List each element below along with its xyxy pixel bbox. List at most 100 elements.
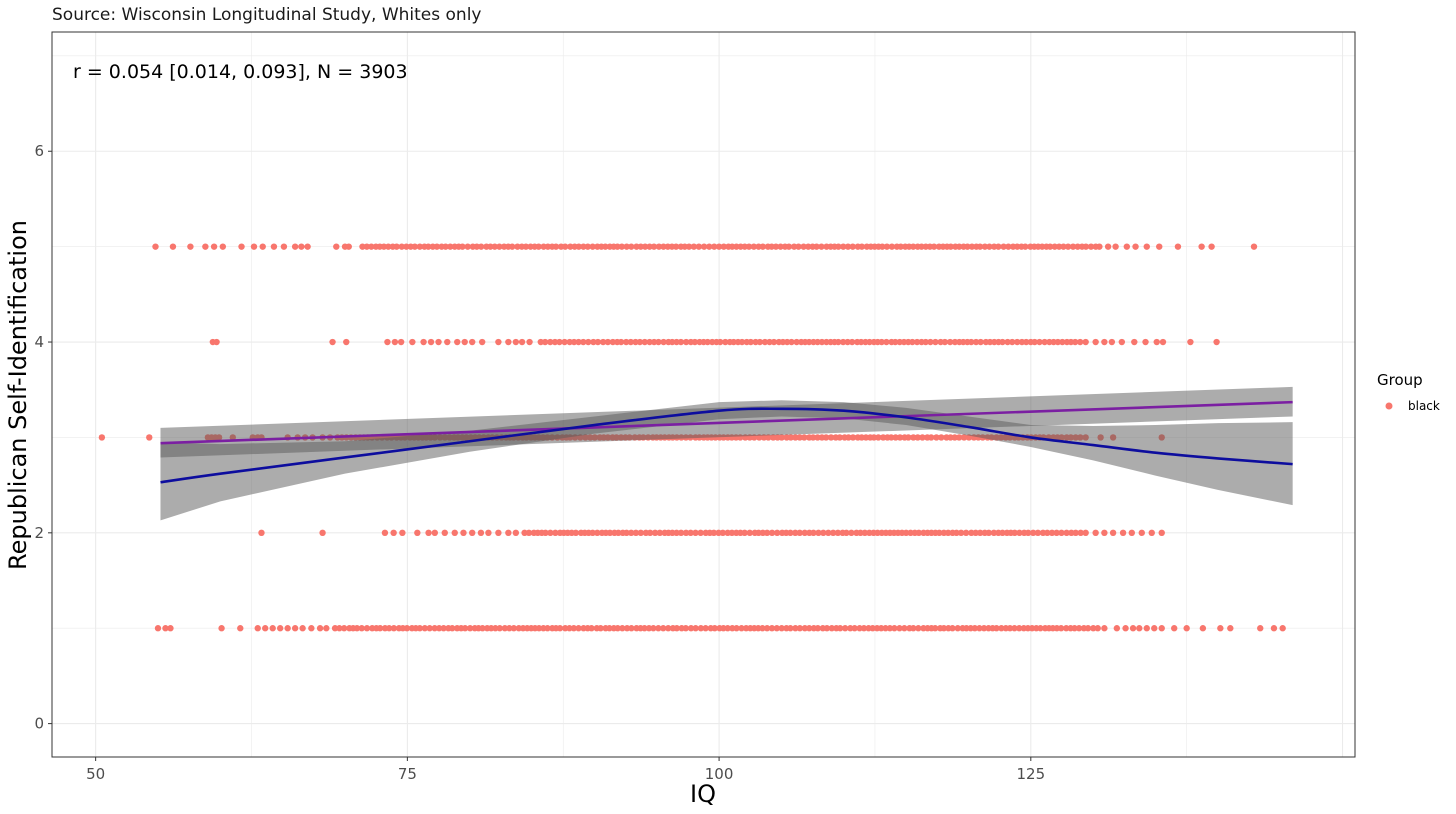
data-point: [1183, 625, 1190, 632]
fit-lines: [160, 400, 1293, 484]
data-point: [594, 529, 601, 537]
data-point: [773, 625, 781, 632]
data-point: [976, 243, 984, 250]
data-point: [848, 338, 856, 346]
data-point: [711, 243, 718, 250]
data-point: [883, 243, 891, 250]
data-point: [1092, 338, 1099, 346]
data-point: [672, 243, 680, 250]
data-point: [646, 529, 654, 537]
data-point: [773, 529, 781, 537]
data-point: [1082, 338, 1089, 346]
data-point: [466, 625, 474, 632]
data-point: [1084, 625, 1092, 632]
plot-border: [51, 31, 1356, 758]
data-point: [962, 529, 970, 537]
data-point: [237, 625, 244, 632]
data-point: [695, 243, 703, 250]
data-point: [1158, 625, 1165, 632]
data-point: [915, 625, 922, 632]
data-point: [733, 625, 740, 632]
data-point: [269, 625, 276, 632]
data-point: [336, 625, 343, 632]
data-point: [801, 529, 808, 537]
data-point: [187, 243, 194, 250]
data-point: [385, 625, 393, 632]
data-point: [590, 338, 597, 346]
data-point: [1227, 625, 1234, 632]
data-point: [542, 529, 549, 537]
data-point: [915, 529, 923, 537]
data-point: [1092, 529, 1099, 537]
data-point: [738, 625, 745, 632]
data-point: [763, 625, 771, 632]
data-point: [390, 529, 397, 537]
data-point: [1022, 338, 1030, 346]
data-point: [291, 625, 299, 632]
data-point: [495, 338, 502, 346]
data-point: [829, 529, 837, 537]
data-point: [981, 243, 989, 250]
data-point: [1064, 243, 1072, 250]
data-point: [604, 338, 612, 346]
data-point: [270, 243, 278, 250]
data-point: [1024, 529, 1032, 537]
data-point: [1101, 529, 1108, 537]
data-point: [1279, 625, 1286, 632]
data-point: [972, 529, 979, 537]
data-point: [152, 243, 159, 250]
data-point: [909, 338, 916, 346]
data-point: [999, 529, 1006, 537]
data-point: [254, 625, 261, 632]
data-point: [809, 434, 817, 441]
data-point: [1128, 529, 1136, 537]
data-point: [875, 434, 882, 441]
data-point: [825, 529, 832, 537]
data-point: [449, 625, 456, 632]
data-point: [1029, 529, 1037, 537]
data-point: [602, 243, 609, 250]
data-point: [931, 625, 939, 632]
data-point: [1000, 243, 1007, 250]
data-point: [985, 529, 992, 537]
y-tick-label: 0: [34, 715, 44, 733]
data-point: [154, 625, 162, 632]
data-point: [691, 338, 699, 346]
data-point: [1208, 243, 1215, 250]
data-point: [363, 243, 371, 250]
data-point: [495, 529, 502, 537]
data-point: [597, 625, 604, 632]
data-point: [999, 338, 1006, 346]
data-point: [823, 625, 831, 632]
data-point: [1016, 625, 1023, 632]
data-point: [390, 625, 398, 632]
data-point: [936, 529, 943, 537]
data-point: [706, 243, 713, 250]
data-point: [1031, 338, 1038, 346]
data-point: [765, 434, 772, 441]
data-point: [1053, 529, 1060, 537]
data-point: [692, 625, 699, 632]
data-point: [1217, 625, 1224, 632]
data-point: [1101, 338, 1108, 346]
data-point: [1044, 529, 1051, 537]
data-point: [761, 338, 769, 346]
data-point: [547, 338, 554, 346]
data-point: [687, 625, 695, 632]
data-point: [1016, 529, 1023, 537]
data-point: [702, 625, 709, 632]
data-point: [291, 243, 299, 250]
data-point: [541, 338, 549, 346]
data-point: [599, 338, 607, 346]
data-point: [818, 338, 826, 346]
data-point: [420, 338, 427, 346]
data-point: [1132, 243, 1139, 250]
data-point: [202, 243, 209, 250]
data-point: [972, 338, 980, 346]
chart-subtitle: Source: Wisconsin Longitudinal Study, Wh…: [52, 5, 482, 25]
data-point: [414, 529, 421, 537]
data-point: [477, 243, 485, 250]
data-point: [849, 243, 856, 250]
data-point: [641, 243, 649, 250]
data-point: [385, 243, 392, 250]
